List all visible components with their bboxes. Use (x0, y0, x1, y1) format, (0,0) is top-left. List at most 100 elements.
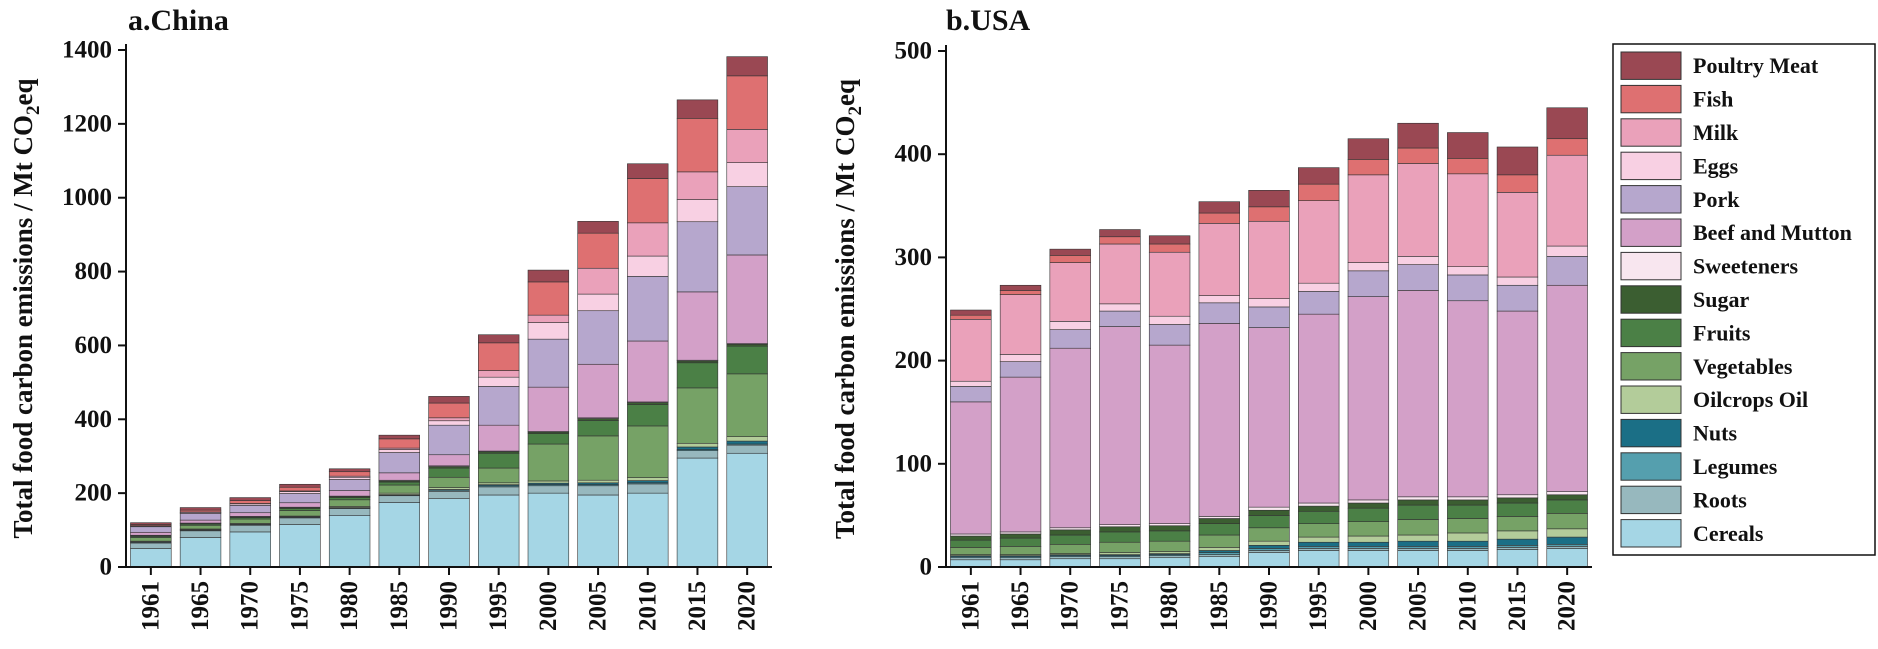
bar-segment-china-1990-eggs (428, 420, 470, 426)
bar-segment-china-1985-pork (378, 452, 420, 474)
bar-segment-china-1995-poultry-meat (478, 334, 520, 344)
bar-segment-usa-2005-milk (1397, 163, 1439, 257)
bar-segment-usa-2005-poultry-meat (1397, 122, 1439, 149)
bar-segment-usa-2020-fruits (1546, 499, 1588, 514)
bar-segment-china-1980-fish (328, 471, 371, 477)
bar-segment-usa-2015-sugar (1496, 497, 1539, 504)
bar-segment-china-2005-milk (577, 267, 619, 295)
bar-segment-china-1975-vegetables (279, 510, 321, 517)
bar-segment-usa-1980-eggs (1148, 315, 1191, 325)
bar-segment-china-1961-vegetables (130, 537, 172, 542)
x-tick-label-china-1970: 1970 (237, 581, 264, 631)
bar-segment-usa-2015-vegetables (1496, 516, 1539, 532)
bar-segment-usa-1980-roots (1148, 555, 1191, 559)
usa-y-axis-label: Total food carbon emissions / Mt CO2eq (830, 79, 866, 539)
bar-segment-china-1990-fruits (428, 467, 470, 478)
bar-segment-usa-2000-roots (1347, 548, 1390, 551)
bar-segment-china-2005-beef-and-mutton (577, 363, 619, 419)
bar-segment-usa-2000-cereals (1347, 550, 1390, 568)
china-chart: a.China Total food carbon emissions / Mt … (8, 4, 772, 631)
bar-segment-usa-2010-sugar (1447, 499, 1489, 506)
bar-segment-china-1970-pork (229, 505, 271, 514)
bar-segment-usa-1970-fruits (1049, 534, 1091, 545)
bar-segment-usa-2005-sweeteners (1397, 496, 1439, 501)
bar-segment-china-2010-nuts (627, 480, 669, 484)
bar-segment-usa-1980-vegetables (1148, 540, 1191, 552)
bar-segment-usa-1970-roots (1049, 556, 1091, 560)
x-tick-label-usa-1975: 1975 (1106, 581, 1133, 631)
legend-label-fish: Fish (1693, 87, 1733, 112)
bar-segment-usa-1995-vegetables (1298, 523, 1340, 538)
bar-segment-usa-1961-milk (950, 319, 992, 382)
bar-segment-china-2020-eggs (726, 162, 768, 187)
bar-segment-usa-2015-sweeteners (1496, 494, 1539, 499)
bar-segment-china-1961-beef-and-mutton (130, 531, 172, 536)
bar-segment-usa-2010-oilcrops-oil (1447, 532, 1489, 542)
x-tick-label-usa-1965: 1965 (1007, 581, 1034, 631)
bar-segment-usa-1990-nuts (1248, 545, 1290, 549)
bar-segment-usa-1975-milk (1099, 243, 1141, 305)
bar-segment-usa-1995-cereals (1298, 550, 1340, 568)
bar-segment-usa-1985-roots (1198, 554, 1240, 557)
x-tick-label-usa-1980: 1980 (1156, 581, 1183, 631)
bar-segment-usa-1975-sugar (1099, 526, 1141, 533)
bar-segment-china-2010-fish (627, 178, 669, 224)
legend-label-poultry-meat: Poultry Meat (1693, 53, 1819, 78)
bar-segment-china-2010-milk (627, 222, 669, 257)
legend-label-vegetables: Vegetables (1693, 354, 1793, 379)
bar-segment-usa-2005-legumes (1397, 546, 1439, 549)
bar-segment-usa-2015-legumes (1496, 545, 1539, 548)
x-tick-label-usa-2000: 2000 (1355, 581, 1382, 631)
x-tick-label-china-1995: 1995 (485, 581, 512, 631)
bar-segment-china-1995-eggs (478, 376, 520, 387)
legend-swatch-vegetables (1620, 352, 1682, 381)
bar-segment-usa-1985-poultry-meat (1198, 201, 1240, 214)
bar-segment-usa-1985-fish (1198, 212, 1240, 224)
bar-segment-china-1970-beef-and-mutton (229, 512, 271, 517)
bar-segment-usa-1961-sweeteners (950, 533, 992, 537)
bar-segment-china-2020-pork (726, 186, 768, 256)
bar-segment-usa-1975-sweeteners (1099, 524, 1141, 528)
legend-label-roots: Roots (1693, 487, 1747, 512)
bar-segment-usa-1961-pork (950, 386, 992, 403)
bar-segment-china-1995-beef-and-mutton (478, 424, 520, 452)
legend-swatch-nuts (1620, 418, 1682, 448)
bar-segment-china-2005-fruits (577, 420, 619, 437)
bar-segment-china-2015-beef-and-mutton (676, 291, 719, 361)
bar-segment-china-1980-poultry-meat (328, 468, 371, 473)
bar-segment-usa-2020-pork (1546, 256, 1588, 286)
bar-segment-usa-2000-beef-and-mutton (1347, 296, 1390, 501)
bar-segment-usa-1990-beef-and-mutton (1248, 327, 1290, 508)
bar-segment-china-1975-fish (279, 486, 321, 492)
bar-segment-usa-1975-eggs (1099, 303, 1141, 312)
y-tick-label-usa-400: 400 (895, 141, 933, 168)
bar-segment-usa-2000-poultry-meat (1347, 138, 1390, 160)
bar-segment-china-2020-fruits (726, 345, 768, 375)
bar-segment-china-2000-poultry-meat (527, 269, 570, 283)
x-tick-label-china-1975: 1975 (286, 581, 313, 631)
bar-segment-usa-1990-sugar (1248, 509, 1290, 516)
bar-segment-china-1980-vegetables (328, 499, 371, 507)
x-tick-label-usa-2005: 2005 (1405, 581, 1432, 631)
bar-segment-usa-2010-sweeteners (1447, 496, 1489, 501)
bar-segment-usa-1990-sweeteners (1248, 506, 1290, 511)
bar-segment-china-1985-fish (378, 438, 420, 449)
bar-segment-usa-2015-fish (1496, 174, 1539, 193)
legend-swatch-legumes (1620, 452, 1682, 481)
bar-segment-usa-2015-pork (1496, 284, 1539, 312)
bar-segment-china-1990-cereals (428, 498, 470, 568)
bar-segment-usa-2015-roots (1496, 547, 1539, 550)
bar-segment-china-1961-poultry-meat (130, 522, 172, 525)
bar-segment-china-2015-fruits (676, 362, 719, 389)
y-tick-label-china-400: 400 (75, 406, 113, 433)
bar-segment-china-1975-pork (279, 493, 321, 504)
bar-segment-china-2015-eggs (676, 199, 719, 223)
y-tick-label-usa-500: 500 (895, 38, 933, 65)
bar-segment-usa-1970-milk (1049, 262, 1091, 322)
bar-segment-china-1980-fruits (328, 497, 371, 501)
bar-segment-usa-2005-sugar (1397, 499, 1439, 506)
bar-segment-china-1985-fruits (378, 481, 420, 486)
legend-label-cereals: Cereals (1693, 521, 1764, 546)
y-tick-label-usa-300: 300 (895, 244, 933, 271)
